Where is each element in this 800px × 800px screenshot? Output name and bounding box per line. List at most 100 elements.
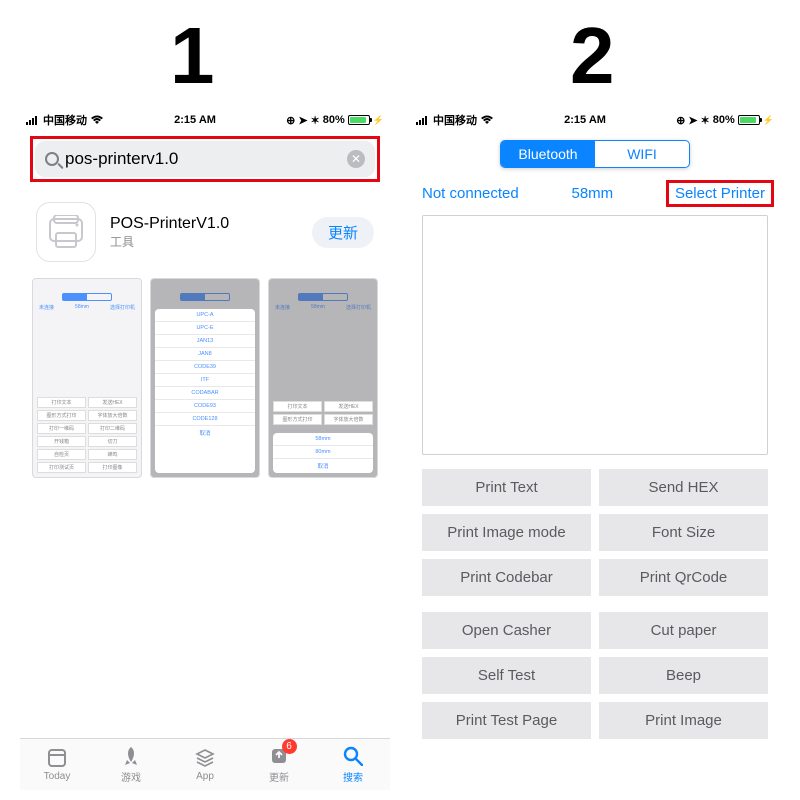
panel-printer-app: 中国移动 2:15 AM ⊕ ➤ ✶ 80% ⚡ Bluetooth WIFI …	[410, 110, 780, 790]
s2sheet-item-7: CODE93	[155, 400, 255, 413]
search-tab-icon	[342, 745, 364, 767]
s1grid-item-0: 打印文本	[37, 397, 86, 408]
clear-icon[interactable]: ✕	[347, 150, 365, 168]
status-bar: 中国移动 2:15 AM ⊕ ➤ ✶ 80% ⚡	[20, 110, 390, 130]
updates-badge: 6	[282, 739, 297, 754]
battery-pct: 80%	[713, 114, 735, 126]
bg1-item-4[interactable]: Print Codebar	[422, 559, 591, 596]
s2sheet-item-0: UPC-A	[155, 309, 255, 322]
seg-bluetooth[interactable]: Bluetooth	[501, 141, 595, 167]
conn-status: Not connected	[422, 185, 519, 202]
bg2-item-0[interactable]: Open Casher	[422, 612, 591, 649]
tab-search[interactable]: 搜索	[316, 739, 390, 790]
alarm-icon: ⊕	[286, 114, 295, 127]
s3grid-item-1: 发送HEX	[324, 401, 373, 412]
s1grid-item-3: 字体放大倍数	[88, 410, 137, 421]
screenshot-2[interactable]: UPC-AUPC-EJAN13JAN8CODE39ITFCODABARCODE9…	[150, 278, 260, 478]
charging-icon: ⚡	[373, 115, 384, 126]
bg2-item-2[interactable]: Self Test	[422, 657, 591, 694]
bg1-item-1[interactable]: Send HEX	[599, 469, 768, 506]
step-label-1: 1	[170, 10, 215, 102]
search-field[interactable]: ✕	[35, 141, 375, 177]
wifi-icon	[480, 115, 494, 125]
seg-wifi[interactable]: WIFI	[595, 141, 689, 167]
bg2-item-1[interactable]: Cut paper	[599, 612, 768, 649]
s1-t2: 选择打印机	[110, 304, 135, 311]
bg2-item-4[interactable]: Print Test Page	[422, 702, 591, 739]
tab-today-label: Today	[44, 771, 71, 782]
location-icon: ➤	[298, 114, 307, 127]
tab-today[interactable]: Today	[20, 739, 94, 790]
s2sheet-item-2: JAN13	[155, 335, 255, 348]
bg2-item-3[interactable]: Beep	[599, 657, 768, 694]
bluetooth-icon: ✶	[701, 114, 710, 127]
s3-t1: 58mm	[311, 304, 325, 311]
tab-search-label: 搜索	[343, 769, 363, 784]
search-icon	[45, 152, 59, 166]
update-button[interactable]: 更新	[312, 217, 374, 248]
screenshot-1[interactable]: 未连接 58mm 选择打印机 打印文本发送HEX图形方式打印字体放大倍数打印一维…	[32, 278, 142, 478]
select-printer-button[interactable]: Select Printer	[666, 180, 774, 207]
s1grid-item-2: 图形方式打印	[37, 410, 86, 421]
signal-icon	[26, 115, 40, 125]
app-icon	[36, 202, 96, 262]
s1grid-item-5: 打印二维码	[88, 423, 137, 434]
tab-games[interactable]: 游戏	[94, 739, 168, 790]
s2sheet-item-6: CODABAR	[155, 387, 255, 400]
button-group-2: Open CasherCut paperSelf TestBeepPrint T…	[410, 602, 780, 745]
bg1-item-5[interactable]: Print QrCode	[599, 559, 768, 596]
s3grid-item-2: 图形方式打印	[273, 414, 322, 425]
s3grid-item-3: 字体放大倍数	[324, 414, 373, 425]
s3grid-item-0: 打印文本	[273, 401, 322, 412]
status-time: 2:15 AM	[104, 114, 286, 126]
status-bar-2: 中国移动 2:15 AM ⊕ ➤ ✶ 80% ⚡	[410, 110, 780, 130]
s1grid-item-6: 开钱箱	[37, 436, 86, 447]
paper-width[interactable]: 58mm	[572, 185, 614, 202]
battery-pct: 80%	[323, 114, 345, 126]
tab-updates-label: 更新	[269, 769, 289, 784]
updates-icon: 6	[268, 745, 290, 767]
bg1-item-2[interactable]: Print Image mode	[422, 514, 591, 551]
status-time: 2:15 AM	[494, 114, 676, 126]
tab-apps-label: App	[196, 771, 214, 782]
s1grid-item-4: 打印一维码	[37, 423, 86, 434]
bg1-item-3[interactable]: Font Size	[599, 514, 768, 551]
printer-status-row: Not connected 58mm Select Printer	[410, 174, 780, 215]
alarm-icon: ⊕	[676, 114, 685, 127]
s1-t1: 58mm	[75, 304, 89, 311]
s3sheet-item-0: 58mm	[273, 433, 373, 446]
app-title: POS-PrinterV1.0	[110, 215, 229, 233]
s3-t0: 未连接	[275, 304, 290, 311]
tab-apps[interactable]: App	[168, 739, 242, 790]
rocket-icon	[120, 745, 142, 767]
location-icon: ➤	[688, 114, 697, 127]
s2sheet-item-4: CODE39	[155, 361, 255, 374]
carrier-label: 中国移动	[433, 112, 477, 128]
s2sheet-item-9: 取消	[155, 426, 255, 440]
s1grid-item-1: 发送HEX	[88, 397, 137, 408]
tab-updates[interactable]: 6 更新	[242, 739, 316, 790]
screenshot-3[interactable]: 未连接 58mm 选择打印机 打印文本发送HEX图形方式打印字体放大倍数 58m…	[268, 278, 378, 478]
s1grid-item-10: 打印测试页	[37, 462, 86, 473]
s1grid-item-7: 切刀	[88, 436, 137, 447]
app-subtitle: 工具	[110, 233, 229, 250]
button-group-1: Print TextSend HEXPrint Image modeFont S…	[410, 455, 780, 602]
tab-games-label: 游戏	[121, 769, 141, 784]
carrier-label: 中国移动	[43, 112, 87, 128]
s1grid-item-9: 蜂鸣	[88, 449, 137, 460]
panel-appstore: 中国移动 2:15 AM ⊕ ➤ ✶ 80% ⚡ ✕ POS-PrinterV1…	[20, 110, 390, 790]
search-highlight-box: ✕	[30, 136, 380, 182]
s2sheet-item-3: JAN8	[155, 348, 255, 361]
bg1-item-0[interactable]: Print Text	[422, 469, 591, 506]
battery-icon	[738, 115, 760, 125]
search-input[interactable]	[65, 149, 341, 169]
app-result-row[interactable]: POS-PrinterV1.0 工具 更新	[20, 192, 390, 278]
bluetooth-icon: ✶	[311, 114, 320, 127]
s2sheet-item-8: CODE128	[155, 413, 255, 426]
s3sheet-item-2: 取消	[273, 459, 373, 473]
today-icon	[46, 747, 68, 769]
bg2-item-5[interactable]: Print Image	[599, 702, 768, 739]
connection-segment[interactable]: Bluetooth WIFI	[500, 140, 690, 168]
screenshot-row: 未连接 58mm 选择打印机 打印文本发送HEX图形方式打印字体放大倍数打印一维…	[20, 278, 390, 478]
s1grid-item-11: 打印图像	[88, 462, 137, 473]
